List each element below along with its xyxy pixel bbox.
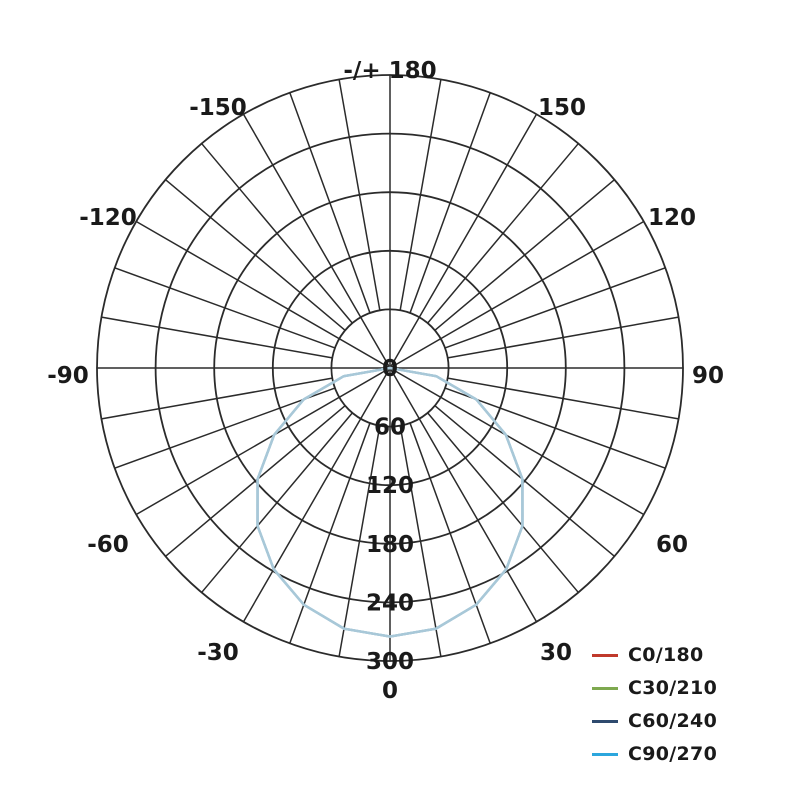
legend-item[interactable]: C0/180 — [592, 644, 717, 666]
angle-tick-label-neg30: -30 — [197, 640, 239, 666]
radial-tick-label-180: 180 — [366, 532, 414, 558]
radial-tick-labels: 0 60 120 180 240 300 — [366, 356, 414, 675]
angle-tick-label-neg120: -120 — [79, 205, 137, 231]
radial-tick-label-0: 0 — [382, 356, 398, 382]
angle-tick-label-150: 150 — [538, 95, 586, 121]
legend-label-c30-210: C30/210 — [628, 677, 718, 699]
curve-group — [256, 366, 524, 638]
legend-label-c90-270: C90/270 — [628, 743, 718, 765]
angle-tick-label-30: 30 — [540, 640, 572, 666]
angle-tick-label-0: 0 — [382, 678, 398, 704]
angle-tick-label-neg150: -150 — [189, 95, 247, 121]
polar-grid — [96, 74, 684, 662]
angular-tick-labels: 0 30 60 90 120 150 -/+ 180 -150 -120 -90 -60 -30 — [47, 58, 724, 704]
legend-label-c0-180: C0/180 — [628, 644, 704, 666]
legend-swatch-c60-240 — [592, 719, 618, 723]
angle-tick-label-neg60: -60 — [87, 532, 129, 558]
legend-item[interactable]: C60/240 — [592, 710, 717, 732]
legend-label-c60-240: C60/240 — [628, 710, 718, 732]
legend-swatch-c30-210 — [592, 686, 618, 690]
legend-item[interactable]: C30/210 — [592, 677, 717, 699]
angle-tick-label-60: 60 — [656, 532, 688, 558]
radial-tick-label-240: 240 — [366, 590, 414, 616]
legend-swatch-c0-180 — [592, 653, 618, 657]
angle-tick-label-120: 120 — [648, 205, 696, 231]
radial-tick-label-60: 60 — [374, 415, 406, 441]
radial-tick-label-120: 120 — [366, 473, 414, 499]
legend-item[interactable]: C90/270 — [592, 743, 717, 765]
angle-tick-label-neg90: -90 — [47, 363, 89, 389]
radial-tick-label-300: 300 — [366, 649, 414, 675]
legend-swatch-c90-270 — [592, 752, 618, 756]
angle-tick-label-90: 90 — [692, 363, 724, 389]
angle-tick-label-180: -/+ 180 — [343, 58, 436, 84]
legend: C0/180 C30/210 C60/240 C90/270 — [592, 644, 717, 765]
